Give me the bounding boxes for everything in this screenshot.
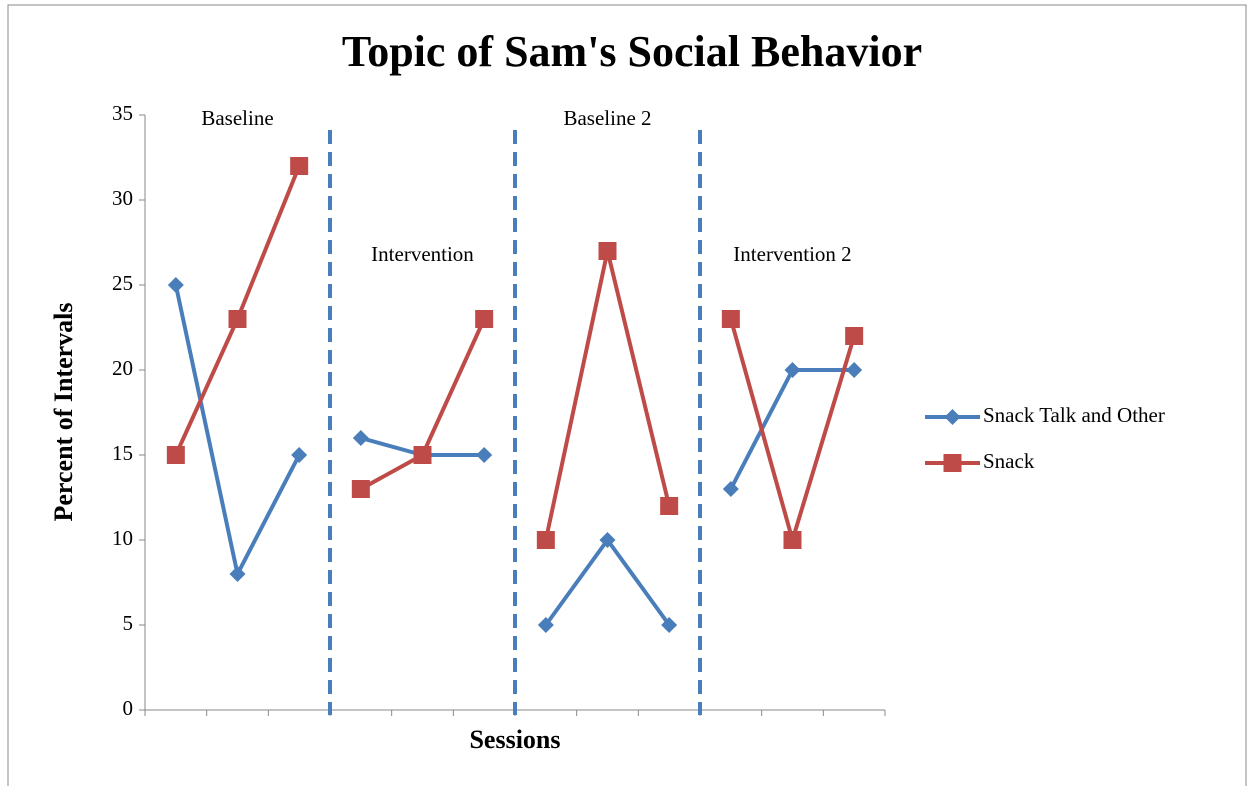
marker (846, 362, 863, 378)
legend-marker (944, 409, 961, 425)
y-tick-label: 0 (123, 696, 134, 720)
legend-label: Snack Talk and Other (983, 403, 1165, 427)
phase-label: Intervention (371, 242, 474, 266)
y-axis-title: Percent of Intervals (49, 302, 78, 521)
phase-label: Baseline (201, 106, 273, 130)
series-line (543, 249, 672, 541)
phase-label: Intervention 2 (733, 242, 851, 266)
y-tick-label: 15 (112, 441, 133, 465)
y-tick-label: 30 (112, 186, 133, 210)
x-axis-title: Sessions (469, 725, 560, 754)
marker (476, 447, 493, 463)
marker (783, 531, 802, 549)
y-tick-label: 35 (112, 101, 133, 125)
marker (845, 327, 864, 345)
marker (598, 242, 617, 260)
phase-label: Baseline 2 (563, 106, 651, 130)
marker (536, 531, 555, 549)
marker (721, 310, 740, 328)
frame (7, 4, 1247, 786)
marker (228, 310, 247, 328)
chart-title: Topic of Sam's Social Behavior (342, 27, 922, 76)
marker (661, 617, 678, 633)
series-line (728, 318, 857, 542)
marker (599, 532, 616, 548)
marker (352, 430, 369, 446)
marker (229, 566, 246, 582)
marker (784, 362, 801, 378)
marker (291, 447, 308, 463)
y-tick-label: 10 (112, 526, 133, 550)
series-line (544, 538, 671, 627)
legend-marker (943, 454, 962, 472)
marker (166, 446, 185, 464)
legend-label: Snack (983, 449, 1035, 473)
y-tick-label: 5 (123, 611, 134, 635)
marker (475, 310, 494, 328)
y-tick-label: 20 (112, 356, 133, 380)
marker (351, 480, 370, 498)
marker (537, 617, 554, 633)
marker (660, 497, 679, 515)
marker (722, 481, 739, 497)
marker (413, 446, 432, 464)
marker (290, 157, 309, 175)
marker (167, 277, 184, 293)
y-tick-label: 25 (112, 271, 133, 295)
series-line (173, 284, 301, 576)
